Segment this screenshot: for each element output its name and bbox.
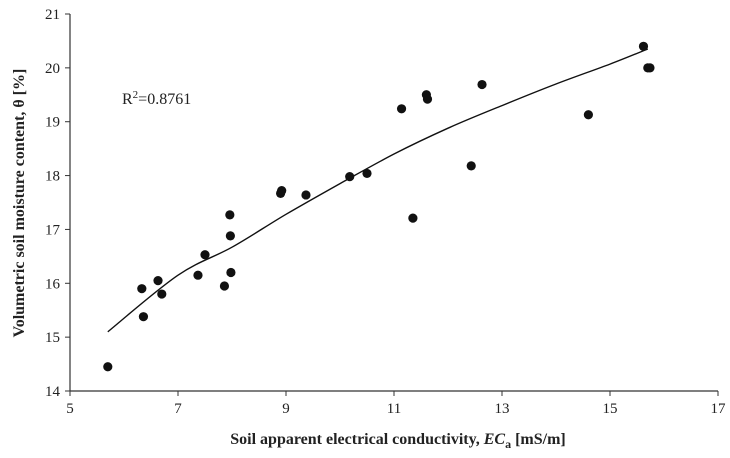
data-point: [225, 210, 235, 220]
r-squared-annotation: R2=0.8761: [122, 89, 191, 108]
y-tick-label: 19: [45, 115, 60, 131]
data-point: [138, 312, 149, 322]
y-tick-label: 18: [45, 169, 60, 185]
x-tick-label: 11: [387, 401, 401, 417]
y-tick-label: 14: [45, 384, 61, 400]
data-point: [137, 284, 147, 294]
data-point: [466, 161, 476, 171]
data-point: [153, 275, 163, 286]
y-tick-label: 15: [45, 330, 60, 346]
x-axis-ticks: 5 7 9 11 13 15 17: [66, 391, 726, 417]
y-tick-label: 21: [45, 7, 60, 23]
data-point: [583, 110, 594, 120]
data-points: [103, 41, 655, 372]
x-tick-label: 9: [282, 401, 290, 417]
y-axis-ticks: 14 15 16 17 18 19 20 21: [45, 7, 70, 400]
y-tick-label: 20: [45, 61, 60, 77]
data-point: [362, 168, 372, 179]
y-tick-label: 17: [45, 222, 61, 238]
x-tick-label: 15: [603, 401, 618, 417]
data-point: [422, 94, 433, 104]
data-point: [200, 250, 210, 260]
data-point: [408, 213, 418, 223]
data-point: [219, 281, 230, 291]
data-point: [103, 362, 113, 372]
y-axis-title: Volumetric soil moisture content, θ [%]: [11, 69, 28, 338]
x-tick-label: 13: [495, 401, 510, 417]
data-point: [638, 41, 649, 51]
data-point: [277, 186, 287, 196]
data-point: [477, 79, 487, 90]
x-axis-title: Soil apparent electrical conductivity, E…: [230, 431, 565, 451]
data-point: [157, 289, 167, 299]
data-point: [301, 190, 311, 200]
x-tick-label: 7: [174, 401, 182, 417]
x-tick-label: 5: [66, 401, 74, 417]
data-point: [645, 63, 655, 73]
data-point: [226, 267, 236, 278]
y-tick-label: 16: [45, 276, 61, 292]
data-point: [396, 104, 407, 114]
data-point: [193, 270, 203, 280]
data-point: [345, 172, 355, 182]
trendline: [107, 48, 649, 333]
x-tick-label: 17: [711, 401, 727, 417]
data-point: [225, 231, 235, 241]
axes: [69, 14, 718, 392]
